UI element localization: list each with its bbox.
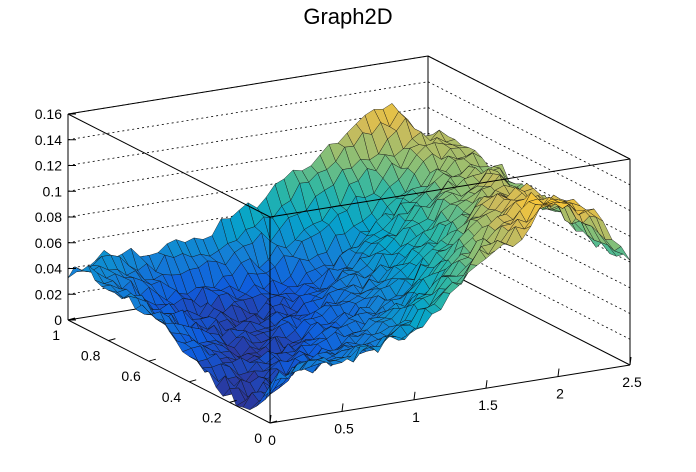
y-tick-mark bbox=[189, 379, 197, 383]
box-edge-right-top bbox=[427, 55, 631, 160]
y-tick-label: 0.4 bbox=[162, 389, 182, 405]
y-tick-label: 0.8 bbox=[81, 348, 101, 364]
gridline-back bbox=[67, 107, 429, 166]
x-tick-label: 0 bbox=[268, 432, 276, 448]
chart-title: Graph2D bbox=[303, 4, 392, 29]
box-edge-back-top bbox=[67, 55, 429, 115]
surface-cell bbox=[263, 371, 280, 397]
x-tick-mark bbox=[269, 414, 272, 424]
box-edge-left-top bbox=[67, 113, 271, 218]
x-tick-mark bbox=[341, 403, 344, 412]
axis-ticks: 0 0.02 0.04 0.06 0.08 0.1 0.12 0.14 0.16 0 0.5 1 1.5… bbox=[35, 106, 642, 448]
z-tick-label: 0.1 bbox=[43, 183, 63, 199]
x-tick-mark bbox=[557, 368, 560, 377]
gridline-back bbox=[67, 55, 429, 115]
gridline-back bbox=[67, 132, 429, 192]
x-tick-label: 0.5 bbox=[334, 420, 354, 436]
z-tick-label: 0.06 bbox=[35, 235, 62, 251]
x-tick-mark bbox=[413, 391, 416, 400]
z-tick-label: 0.04 bbox=[35, 261, 62, 277]
z-tick-label: 0.02 bbox=[35, 286, 62, 302]
z-tick-label: 0 bbox=[54, 312, 62, 328]
x-tick-label: 2 bbox=[556, 386, 564, 402]
z-tick-label: 0.12 bbox=[35, 158, 62, 174]
box-edge-front-top bbox=[269, 158, 631, 218]
gridline-back bbox=[67, 158, 429, 218]
y-tick-label: 0 bbox=[254, 430, 262, 446]
y-tick-mark bbox=[229, 399, 237, 403]
gridline-back bbox=[67, 81, 429, 141]
y-tick-mark bbox=[269, 420, 278, 424]
y-tick-label: 1 bbox=[52, 327, 60, 343]
x-tick-label: 2.5 bbox=[622, 374, 642, 390]
box-edge-front-bottom bbox=[269, 364, 631, 424]
y-tick-label: 0.6 bbox=[121, 368, 141, 384]
y-tick-mark bbox=[108, 338, 116, 342]
x-tick-label: 1 bbox=[412, 409, 420, 425]
z-tick-label: 0.14 bbox=[35, 132, 62, 148]
z-tick-label: 0.16 bbox=[35, 106, 62, 122]
surface-mesh bbox=[67, 103, 631, 411]
y-tick-mark bbox=[67, 317, 76, 321]
x-tick-label: 1.5 bbox=[478, 397, 498, 413]
z-tick-label: 0.08 bbox=[35, 209, 62, 225]
axis-box-front bbox=[67, 113, 631, 423]
y-tick-label: 0.2 bbox=[202, 409, 222, 425]
x-tick-mark bbox=[629, 356, 632, 366]
x-tick-mark bbox=[485, 380, 488, 389]
gridline-back bbox=[67, 184, 429, 244]
y-tick-mark bbox=[148, 358, 156, 362]
